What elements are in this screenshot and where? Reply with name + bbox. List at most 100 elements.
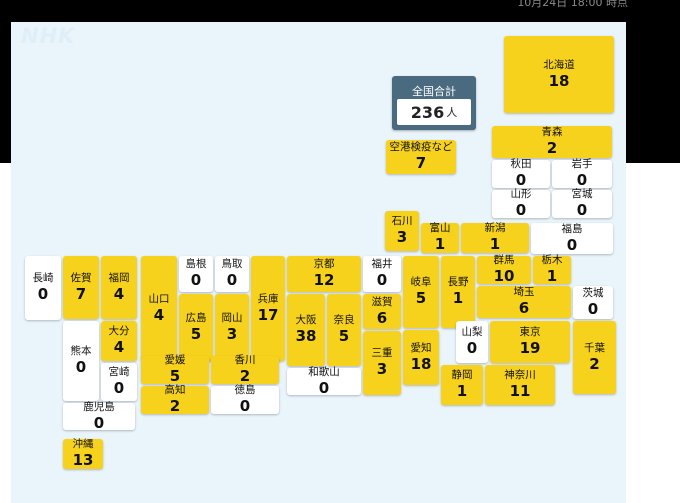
prefecture-tile-gifu: 岐阜 5 xyxy=(403,256,439,328)
prefecture-count: 2 xyxy=(169,397,181,416)
prefecture-count: 0 xyxy=(239,397,251,416)
prefecture-name: 東京 xyxy=(519,326,541,339)
prefecture-tile-mie: 三重 3 xyxy=(363,331,401,395)
prefecture-count: 1 xyxy=(434,235,446,254)
prefecture-name: 熊本 xyxy=(70,345,92,358)
prefecture-count: 0 xyxy=(37,285,49,304)
prefecture-count: 11 xyxy=(509,382,531,401)
prefecture-name: 香川 xyxy=(234,354,256,367)
prefecture-name: 山梨 xyxy=(461,326,483,339)
prefecture-name: 岩手 xyxy=(571,158,593,171)
prefecture-name: 秋田 xyxy=(510,158,532,171)
prefecture-tile-saitama: 埼玉 6 xyxy=(477,286,571,318)
prefecture-name: 岡山 xyxy=(221,311,243,324)
prefecture-name: 三重 xyxy=(371,347,393,360)
prefecture-tile-tokushima: 徳島 0 xyxy=(211,384,279,416)
prefecture-tile-shizuoka: 静岡 1 xyxy=(441,365,483,405)
prefecture-tile-kagawa: 香川 2 xyxy=(211,354,279,386)
prefecture-name: 鳥取 xyxy=(221,258,243,271)
prefecture-tile-ishikawa: 石川 3 xyxy=(385,211,419,251)
prefecture-name: 長崎 xyxy=(32,272,54,285)
prefecture-tile-okinawa: 沖縄 13 xyxy=(63,439,103,469)
japan-map-panel: NHK 全国合計 236 人 北海道 18 空港検疫など 7 青森 2 秋田 0 岩手 0 山形 0 宮… xyxy=(11,22,626,503)
prefecture-count: 0 xyxy=(93,413,105,432)
prefecture-count: 4 xyxy=(113,338,125,357)
prefecture-name: 福岡 xyxy=(108,271,130,284)
prefecture-tile-nagano: 長野 1 xyxy=(441,256,475,328)
prefecture-count: 18 xyxy=(548,71,570,90)
prefecture-count: 10 xyxy=(493,267,515,286)
prefecture-name: 和歌山 xyxy=(308,365,340,378)
prefecture-tile-kochi: 高知 2 xyxy=(141,384,209,416)
prefecture-tile-fukushima: 福島 0 xyxy=(531,223,613,254)
prefecture-tile-shimane: 島根 0 xyxy=(179,256,213,292)
prefecture-count: 4 xyxy=(113,284,125,303)
prefecture-tile-iwate: 岩手 0 xyxy=(552,158,612,188)
prefecture-count: 0 xyxy=(190,271,202,290)
prefecture-count: 2 xyxy=(589,354,600,373)
prefecture-name: 青森 xyxy=(541,126,563,139)
prefecture-count: 12 xyxy=(313,271,335,290)
prefecture-tile-miyazaki: 宮崎 0 xyxy=(101,363,137,401)
prefecture-count: 0 xyxy=(566,235,578,254)
prefecture-tile-miyagi: 宮城 0 xyxy=(552,189,612,220)
prefecture-tile-aomori: 青森 2 xyxy=(492,126,612,158)
prefecture-name: 埼玉 xyxy=(513,286,535,299)
prefecture-count: 0 xyxy=(587,299,599,318)
prefecture-count: 0 xyxy=(226,271,238,290)
prefecture-tile-oita: 大分 4 xyxy=(101,321,137,361)
prefecture-count: 5 xyxy=(190,324,202,343)
prefecture-tile-yamagata: 山形 0 xyxy=(492,189,550,218)
prefecture-name: 千葉 xyxy=(584,341,605,354)
prefecture-count: 1 xyxy=(456,382,468,401)
prefecture-count: 17 xyxy=(257,305,279,324)
prefecture-name: 茨城 xyxy=(582,286,604,299)
prefecture-name: 滋賀 xyxy=(371,295,393,308)
prefecture-count: 6 xyxy=(376,308,388,327)
prefecture-tile-shiga: 滋賀 6 xyxy=(363,294,401,329)
prefecture-count: 0 xyxy=(318,378,330,397)
prefecture-tile-kanagawa: 神奈川 11 xyxy=(485,365,555,405)
prefecture-tile-fukui: 福井 0 xyxy=(363,256,401,292)
national-total-unit: 人 xyxy=(446,106,458,119)
prefecture-tile-tochigi: 栃木 1 xyxy=(533,255,571,284)
prefecture-name: 福井 xyxy=(371,258,393,271)
prefecture-name: 山口 xyxy=(148,292,170,305)
prefecture-count: 2 xyxy=(239,367,251,386)
prefecture-name: 長野 xyxy=(447,276,469,289)
prefecture-name: 大分 xyxy=(108,325,130,338)
prefecture-tile-nagasaki: 長崎 0 xyxy=(25,256,61,320)
prefecture-count: 18 xyxy=(410,354,432,373)
prefecture-tile-saga: 佐賀 7 xyxy=(63,256,99,319)
prefecture-tile-fukuoka: 福岡 4 xyxy=(101,256,137,319)
national-total-label: 全国合計 xyxy=(412,85,456,98)
prefecture-tile-akita: 秋田 0 xyxy=(492,158,550,188)
prefecture-name: 愛媛 xyxy=(164,354,186,367)
prefecture-tile-osaka: 大阪 38 xyxy=(287,294,325,366)
prefecture-name: 富山 xyxy=(429,222,451,235)
prefecture-name: 高知 xyxy=(164,384,186,397)
prefecture-count: 13 xyxy=(72,451,94,470)
prefecture-tile-ehime: 愛媛 5 xyxy=(141,354,209,384)
prefecture-name: 群馬 xyxy=(493,254,515,267)
prefecture-count: 38 xyxy=(295,327,317,346)
prefecture-name: 北海道 xyxy=(543,58,575,71)
prefecture-name: 徳島 xyxy=(234,384,256,397)
prefecture-tile-tottori: 鳥取 0 xyxy=(215,256,249,292)
prefecture-tile-chiba: 千葉 2 xyxy=(573,321,616,394)
prefecture-count: 3 xyxy=(226,324,238,343)
prefecture-count: 7 xyxy=(415,154,427,173)
prefecture-count: 0 xyxy=(466,339,478,358)
prefecture-name: 鹿児島 xyxy=(83,400,115,413)
prefecture-tile-tokyo: 東京 19 xyxy=(490,321,570,363)
prefecture-name: 奈良 xyxy=(333,314,355,327)
prefecture-tile-wakayama: 和歌山 0 xyxy=(287,365,361,397)
prefecture-name: 神奈川 xyxy=(504,369,536,382)
prefecture-tile-kuko: 空港検疫など 7 xyxy=(386,140,456,174)
prefecture-name: 静岡 xyxy=(451,369,473,382)
prefecture-name: 愛知 xyxy=(410,341,432,354)
prefecture-name: 広島 xyxy=(185,311,207,324)
timestamp: 10月24日 18:00 時点 xyxy=(517,0,628,9)
prefecture-name: 京都 xyxy=(313,258,335,271)
prefecture-count: 0 xyxy=(576,201,588,220)
